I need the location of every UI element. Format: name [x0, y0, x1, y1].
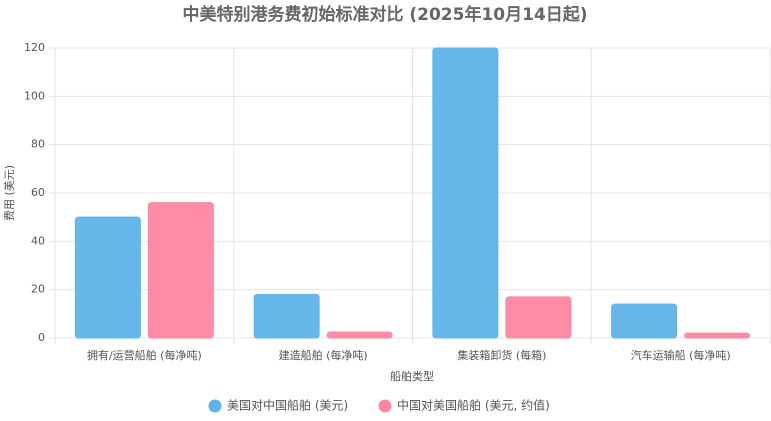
bar	[611, 303, 678, 339]
chart-title: 中美特别港务费初始标准对比 (2025年10月14日起)	[182, 4, 587, 25]
x-tick-label: 建造船舶 (每净吨)	[279, 348, 368, 362]
y-tick-label: 120	[24, 41, 45, 54]
x-tick-label: 集装箱卸货 (每箱)	[457, 348, 546, 362]
y-tick-label: 40	[31, 234, 45, 247]
x-axis-label: 船舶类型	[390, 369, 434, 383]
bar	[432, 47, 499, 339]
bar	[147, 202, 214, 339]
y-tick-label: 20	[31, 283, 45, 296]
bar	[684, 332, 751, 339]
bar	[326, 331, 393, 339]
y-tick-label: 100	[24, 89, 45, 102]
legend-label: 美国对中国船舶 (美元)	[227, 398, 348, 413]
y-tick-label: 0	[38, 331, 45, 344]
bar	[505, 296, 572, 339]
x-tick-label: 拥有/运营船舶 (每净吨)	[87, 348, 202, 362]
y-axis-label: 费用 (美元)	[3, 165, 16, 221]
y-tick-label: 80	[31, 138, 45, 151]
legend-marker	[378, 399, 392, 413]
x-tick-label: 汽车运输船 (每净吨)	[631, 348, 731, 362]
bar	[253, 294, 320, 339]
legend-label: 中国对美国船舶 (美元, 约值)	[397, 398, 550, 413]
y-tick-label: 60	[31, 186, 45, 199]
legend-marker	[208, 399, 222, 413]
bar	[74, 216, 141, 339]
